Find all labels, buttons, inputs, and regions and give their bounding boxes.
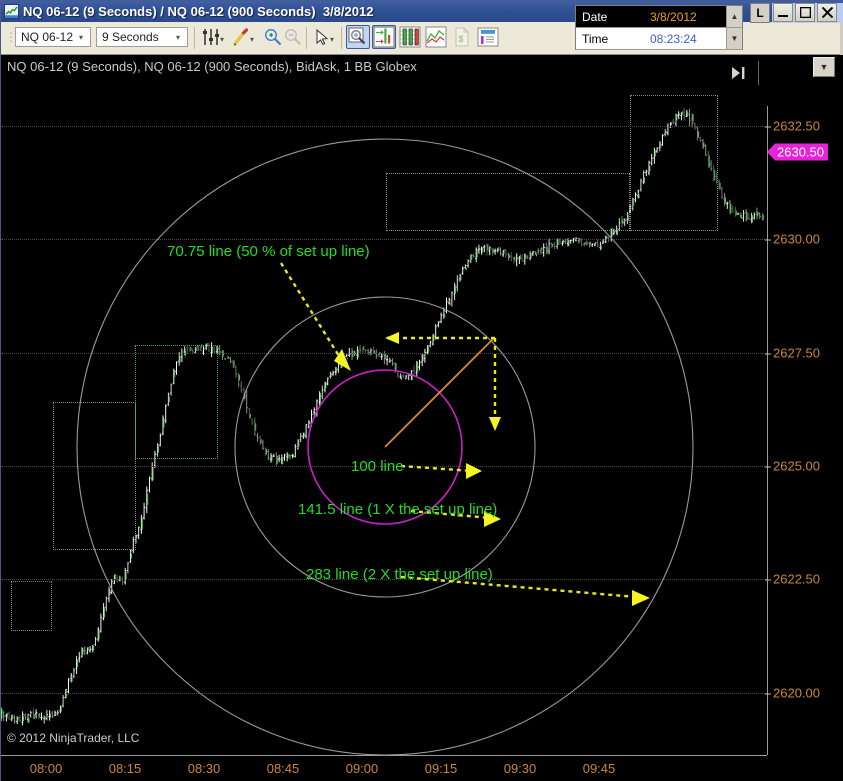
svg-text:$: $ [459, 34, 464, 44]
